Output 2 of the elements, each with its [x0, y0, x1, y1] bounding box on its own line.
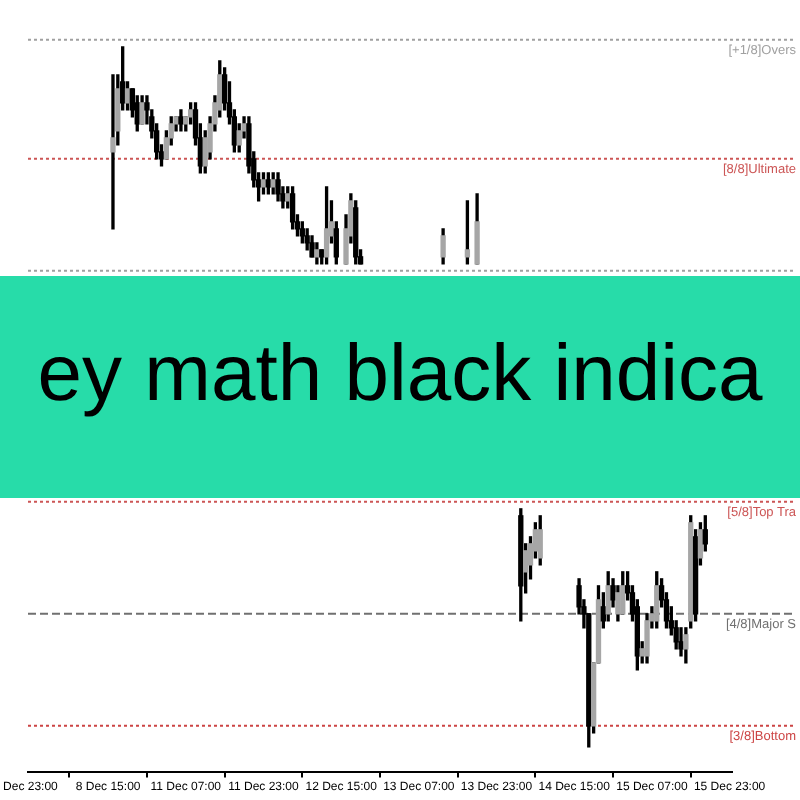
candlestick	[110, 74, 116, 230]
annotation: ey math black indica	[35, 328, 765, 420]
